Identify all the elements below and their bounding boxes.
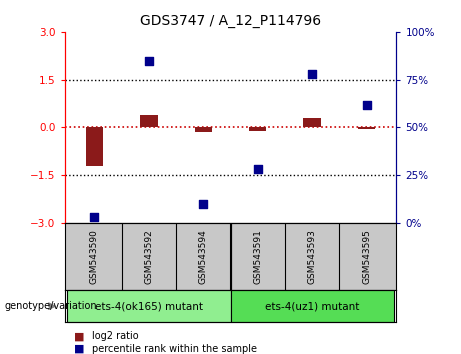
Bar (358, 127, 375, 129)
Text: GSM543590: GSM543590 (90, 229, 99, 284)
Text: percentile rank within the sample: percentile rank within the sample (92, 344, 257, 354)
Point (145, 58, 153, 63)
Text: GSM543595: GSM543595 (362, 229, 371, 284)
Text: GSM543592: GSM543592 (144, 229, 154, 284)
Bar (86, 127, 103, 166)
Point (363, 102, 370, 107)
Bar (140, 115, 158, 127)
Text: ■: ■ (74, 344, 84, 354)
Text: log2 ratio: log2 ratio (92, 331, 139, 341)
Point (200, 201, 207, 207)
Bar (230, 290, 394, 322)
Point (308, 71, 316, 77)
Text: genotype/variation: genotype/variation (5, 301, 97, 311)
Bar (195, 127, 212, 132)
Bar (67, 290, 230, 322)
Text: GSM543593: GSM543593 (307, 229, 317, 284)
Text: ■: ■ (74, 331, 84, 341)
Text: ets-4(uz1) mutant: ets-4(uz1) mutant (265, 301, 359, 311)
Point (254, 167, 261, 172)
Point (91, 215, 98, 220)
Text: ets-4(ok165) mutant: ets-4(ok165) mutant (95, 301, 203, 311)
Bar (303, 118, 321, 127)
Title: GDS3747 / A_12_P114796: GDS3747 / A_12_P114796 (140, 14, 321, 28)
Text: GSM543591: GSM543591 (253, 229, 262, 284)
Text: GSM543594: GSM543594 (199, 229, 208, 284)
Bar (249, 127, 266, 131)
